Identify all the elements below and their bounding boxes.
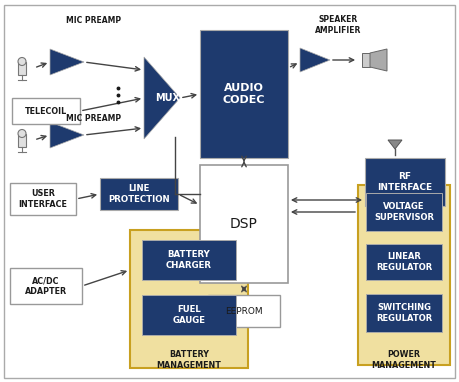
Text: LINEAR
REGULATOR: LINEAR REGULATOR: [376, 252, 432, 272]
Text: MIC PREAMP: MIC PREAMP: [67, 16, 122, 24]
Polygon shape: [388, 140, 402, 149]
Bar: [130, 230, 248, 368]
Bar: [142, 295, 236, 335]
Bar: [365, 158, 445, 206]
Bar: [358, 185, 450, 365]
Circle shape: [18, 129, 26, 138]
Bar: [12, 98, 80, 124]
Polygon shape: [370, 49, 387, 71]
Text: BATTERY
MANAGEMENT: BATTERY MANAGEMENT: [157, 350, 221, 370]
Text: AUDIO
CODEC: AUDIO CODEC: [223, 83, 265, 105]
Bar: [18, 62, 26, 74]
Polygon shape: [50, 49, 84, 75]
Polygon shape: [50, 122, 84, 148]
Bar: [100, 178, 178, 210]
Bar: [208, 295, 280, 327]
Text: EEPROM: EEPROM: [225, 306, 263, 316]
Text: AC/DC
ADAPTER: AC/DC ADAPTER: [25, 276, 67, 296]
Text: MUX: MUX: [156, 93, 180, 103]
Text: RF
INTERFACE: RF INTERFACE: [377, 172, 432, 192]
Bar: [200, 165, 288, 283]
Bar: [10, 183, 76, 215]
Text: DSP: DSP: [230, 217, 258, 231]
Text: VOLTAGE
SUPERVISOR: VOLTAGE SUPERVISOR: [374, 202, 434, 222]
Text: SPEAKER
AMPLIFIER: SPEAKER AMPLIFIER: [315, 15, 361, 35]
Polygon shape: [144, 57, 180, 139]
Text: USER
INTERFACE: USER INTERFACE: [18, 189, 67, 209]
Bar: [142, 240, 236, 280]
Text: FUEL
GAUGE: FUEL GAUGE: [173, 305, 206, 325]
Bar: [366, 294, 442, 332]
Text: TELECOIL: TELECOIL: [25, 107, 67, 115]
Bar: [366, 193, 442, 231]
Text: SWITCHING
REGULATOR: SWITCHING REGULATOR: [376, 303, 432, 323]
Bar: [18, 133, 26, 147]
Circle shape: [18, 58, 26, 65]
Text: POWER
MANAGEMENT: POWER MANAGEMENT: [372, 350, 437, 370]
Bar: [362, 53, 370, 67]
Bar: [366, 244, 442, 280]
Bar: [10, 268, 82, 304]
Text: BATTERY
CHARGER: BATTERY CHARGER: [166, 250, 212, 270]
Text: MIC PREAMP: MIC PREAMP: [67, 113, 122, 123]
Polygon shape: [300, 48, 330, 72]
Text: LINE
PROTECTION: LINE PROTECTION: [108, 184, 170, 204]
Bar: [200, 30, 288, 158]
